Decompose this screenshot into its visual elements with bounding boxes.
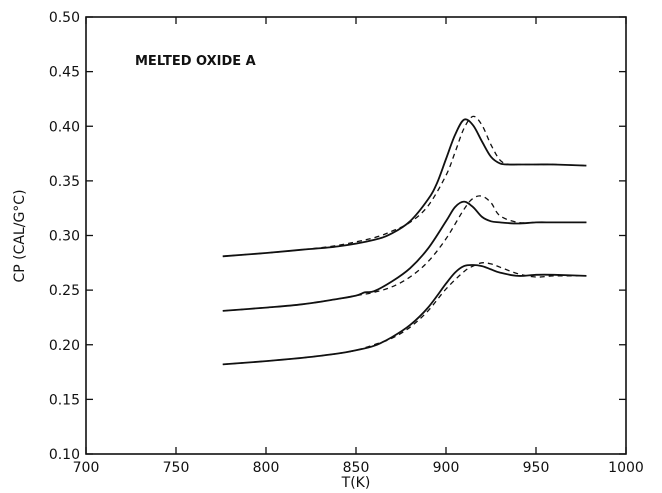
y-tick-label: 0.40 bbox=[49, 119, 80, 135]
series-lines bbox=[222, 115, 587, 366]
ticks: 700 750 800 850 900 950 1000 0.10 0.15 0.20 0.25 0.… bbox=[49, 10, 644, 476]
y-tick-label: 0.35 bbox=[49, 174, 80, 190]
y-tick-label: 0.10 bbox=[49, 447, 80, 463]
y-tick-label: 0.25 bbox=[49, 283, 80, 299]
x-tick-label: 800 bbox=[253, 460, 280, 476]
x-axis-title: T(K) bbox=[341, 475, 371, 491]
plot-frame bbox=[85, 16, 627, 455]
series-line-1-solid bbox=[222, 118, 587, 258]
x-tick-label: 700 bbox=[73, 460, 100, 476]
series-line-5-solid bbox=[222, 264, 587, 366]
series-line-6-dashed bbox=[222, 262, 587, 366]
annotation-melted-oxide-a: MELTED OXIDE A bbox=[135, 54, 256, 69]
x-tick-label: 950 bbox=[523, 460, 550, 476]
series-line-4-dashed bbox=[222, 195, 587, 312]
series-line-3-solid bbox=[222, 200, 587, 312]
y-tick-label: 0.50 bbox=[49, 10, 80, 26]
x-tick-label: 900 bbox=[433, 460, 460, 476]
y-tick-label: 0.20 bbox=[49, 338, 80, 354]
x-tick-label: 750 bbox=[163, 460, 190, 476]
x-tick-label: 850 bbox=[343, 460, 370, 476]
y-tick-label: 0.45 bbox=[49, 65, 80, 81]
series-line-2-dashed bbox=[222, 115, 587, 257]
x-tick-label: 1000 bbox=[608, 460, 644, 476]
y-axis-title: CP (CAL/G°C) bbox=[12, 189, 28, 282]
y-tick-label: 0.30 bbox=[49, 229, 80, 245]
y-tick-label: 0.15 bbox=[49, 392, 80, 408]
